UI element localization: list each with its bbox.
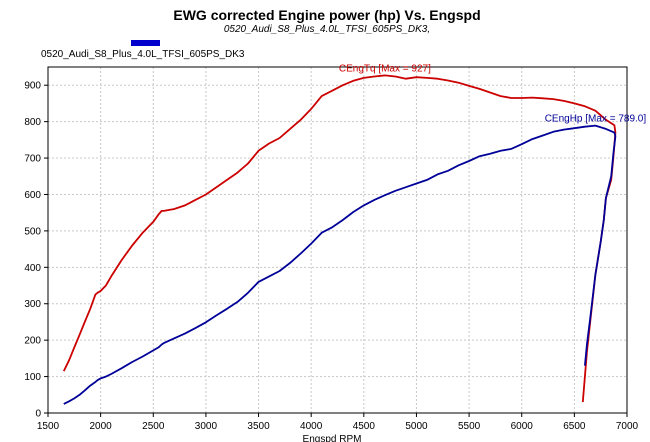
chart-subtitle: 0520_Audi_S8_Plus_4.0L_TFSI_605PS_DK3, <box>224 24 430 35</box>
x-axis-title: Engspd RPM <box>303 434 362 442</box>
series-line-cenghp <box>63 124 617 405</box>
x-tick-label: 5000 <box>405 421 428 432</box>
x-tick-label: 3500 <box>247 421 270 432</box>
y-tick-label: 100 <box>24 372 41 383</box>
legend-swatch <box>131 40 160 46</box>
tick-layer: 1500 2000 2500 3000 3500 4000 4500 5000 5500 6000… <box>24 81 638 432</box>
y-tick-label: 400 <box>24 263 41 274</box>
y-tick-label: 800 <box>24 117 41 128</box>
y-tick-label: 900 <box>24 81 41 92</box>
plot-frame <box>47 66 628 414</box>
x-tick-label: 4000 <box>300 421 323 432</box>
y-tick-label: 0 <box>35 409 41 420</box>
annotation-cenghp: CEngHp [Max = 789.0] <box>545 114 647 125</box>
x-tick-label: 1500 <box>37 421 60 432</box>
y-tick-label: 300 <box>24 299 41 310</box>
chart-title: EWG corrected Engine power (hp) Vs. Engs… <box>173 7 480 23</box>
x-tick-label: 5500 <box>458 421 481 432</box>
x-tick-label: 4500 <box>353 421 376 432</box>
series-line-cengtq <box>62 74 617 403</box>
y-tick-label: 500 <box>24 226 41 237</box>
x-tick-label: 3000 <box>195 421 218 432</box>
x-tick-label: 2500 <box>142 421 165 432</box>
annotation-layer: CEngTq [Max = 927] CEngHp [Max = 789.0] <box>339 63 646 124</box>
annotation-cengtq: CEngTq [Max = 927] <box>339 63 431 74</box>
y-tick-label: 200 <box>24 336 41 347</box>
series-layer <box>62 74 617 405</box>
legend-label: 0520_Audi_S8_Plus_4.0L_TFSI_605PS_DK3 <box>41 49 245 60</box>
x-tick-label: 7000 <box>616 421 639 432</box>
y-tick-label: 600 <box>24 190 41 201</box>
x-tick-label: 6000 <box>511 421 534 432</box>
x-tick-label: 6500 <box>563 421 586 432</box>
y-tick-label: 700 <box>24 154 41 165</box>
x-tick-label: 2000 <box>90 421 113 432</box>
